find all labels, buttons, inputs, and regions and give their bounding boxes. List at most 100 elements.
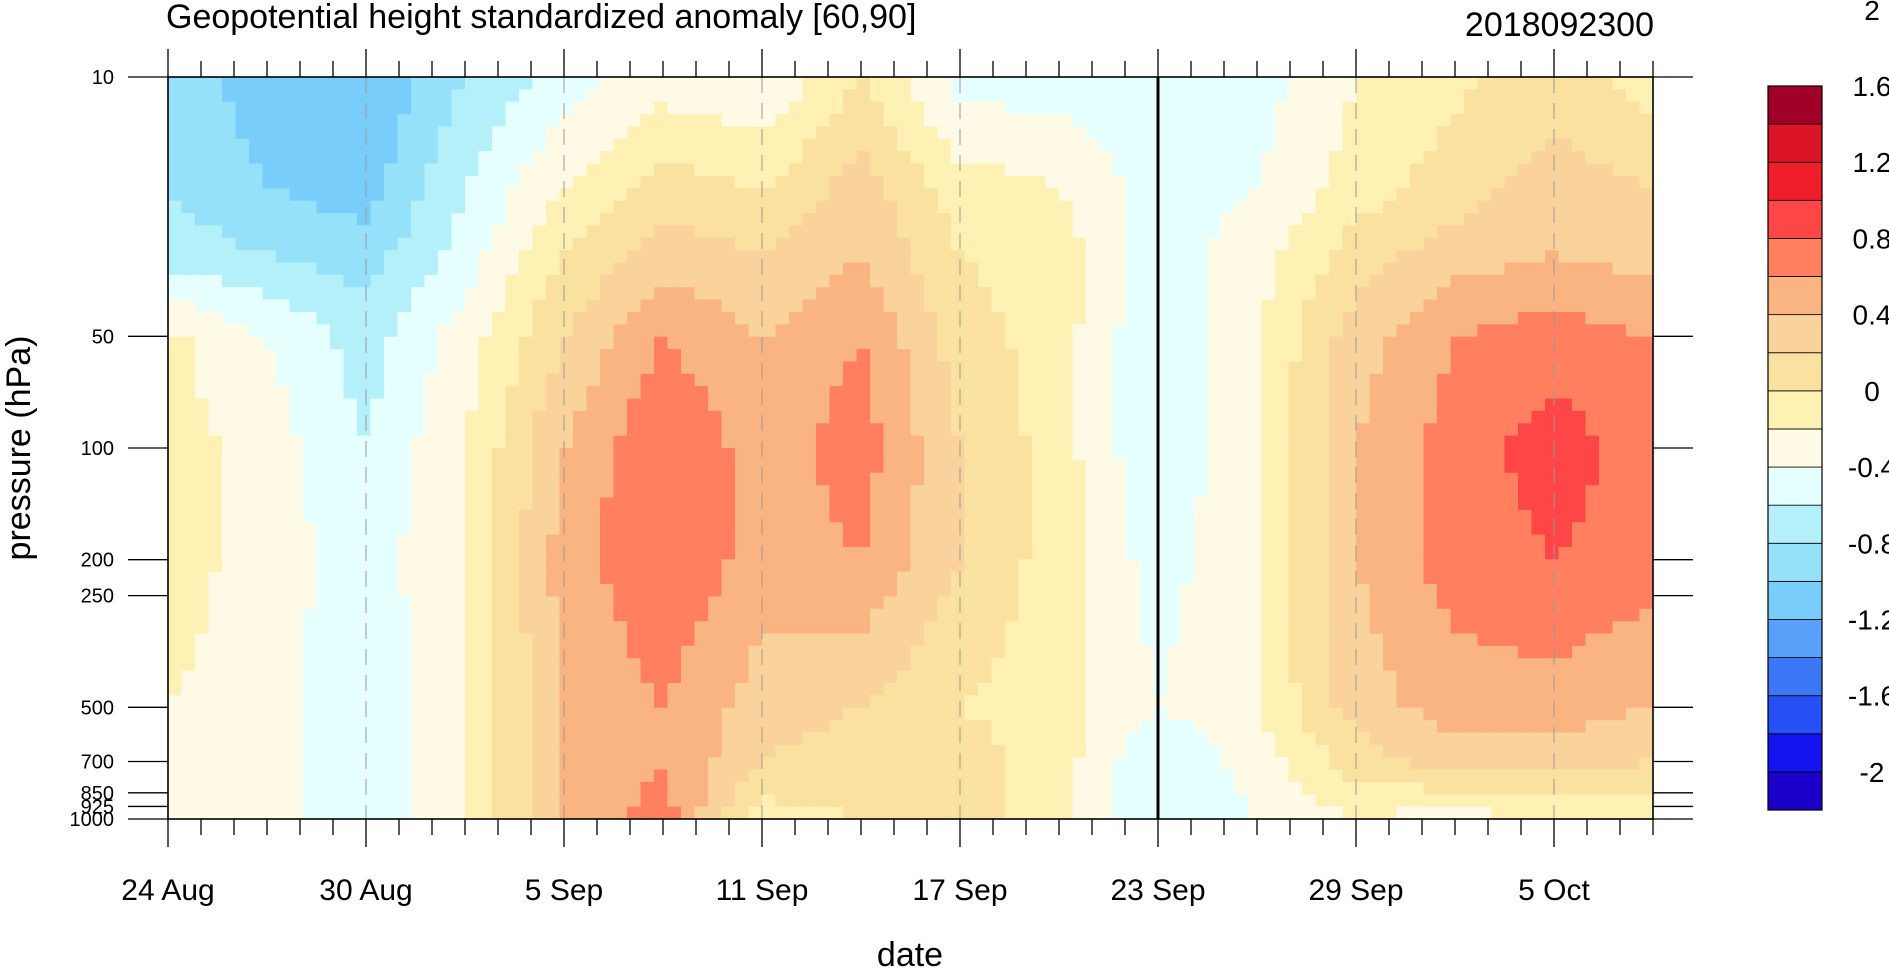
field-cell: [316, 361, 331, 375]
field-cell: [1626, 596, 1641, 610]
field-cell: [1275, 559, 1290, 573]
field-cell: [991, 472, 1006, 486]
field-cell: [411, 485, 426, 499]
field-cell: [775, 559, 790, 573]
field-cell: [951, 584, 966, 597]
field-cell: [640, 311, 655, 325]
field-cell: [762, 77, 777, 90]
field-cell: [721, 596, 736, 610]
field-cell: [640, 410, 655, 424]
field-cell: [1234, 349, 1249, 363]
field-cell: [681, 114, 696, 128]
field-cell: [762, 200, 777, 214]
field-cell: [1072, 200, 1087, 214]
field-cell: [384, 89, 399, 103]
field-cell: [978, 571, 993, 585]
field-cell: [478, 101, 493, 115]
field-cell: [681, 534, 696, 548]
field-cell: [708, 361, 723, 375]
field-cell: [208, 398, 223, 412]
field-cell: [735, 262, 750, 276]
field-cell: [1113, 460, 1128, 474]
field-cell: [559, 571, 574, 585]
field-cell: [1045, 324, 1060, 338]
field-cell: [1234, 386, 1249, 400]
field-cell: [748, 151, 763, 165]
field-cell: [1234, 250, 1249, 264]
field-cell: [951, 324, 966, 338]
field-cell: [1005, 299, 1020, 313]
field-cell: [465, 138, 480, 152]
field-cell: [208, 435, 223, 449]
field-cell: [181, 559, 196, 573]
field-cell: [735, 163, 750, 177]
field-cell: [937, 138, 952, 152]
field-cell: [937, 163, 952, 177]
field-cell: [1342, 571, 1357, 585]
field-cell: [343, 349, 358, 363]
field-cell: [370, 274, 385, 288]
field-cell: [1059, 373, 1074, 387]
field-cell: [1342, 336, 1357, 350]
field-cell: [870, 373, 885, 387]
field-cell: [775, 175, 790, 189]
field-cell: [370, 608, 385, 622]
field-cell: [775, 373, 790, 387]
field-cell: [1180, 237, 1195, 251]
field-cell: [222, 497, 237, 511]
field-cell: [1113, 448, 1128, 461]
field-cell: [1032, 287, 1047, 301]
field-cell: [1086, 373, 1101, 387]
field-cell: [505, 448, 520, 461]
field-cell: [1288, 200, 1303, 214]
field-cell: [1369, 324, 1384, 338]
field-cell: [249, 349, 264, 363]
field-cell: [357, 522, 372, 536]
field-cell: [492, 546, 507, 560]
field-cell: [1288, 448, 1303, 461]
field-cell: [1504, 485, 1519, 499]
field-cell: [424, 250, 439, 264]
field-cell: [424, 460, 439, 474]
field-cell: [1599, 608, 1614, 622]
field-cell: [964, 287, 979, 301]
field-cell: [775, 621, 790, 635]
field-cell: [411, 175, 426, 189]
field-cell: [1464, 472, 1479, 486]
field-cell: [1248, 163, 1263, 177]
field-cell: [613, 472, 628, 486]
field-cell: [559, 472, 574, 486]
field-cell: [249, 485, 264, 499]
field-cell: [1045, 349, 1060, 363]
field-cell: [1491, 225, 1506, 239]
field-cell: [1207, 596, 1222, 610]
field-cell: [1477, 262, 1492, 276]
field-cell: [262, 89, 277, 103]
field-cell: [1126, 423, 1141, 437]
field-cell: [1531, 410, 1546, 424]
field-cell: [1450, 460, 1465, 474]
field-cell: [289, 633, 304, 647]
field-cell: [1585, 546, 1600, 560]
field-cell: [586, 509, 601, 523]
field-cell: [1194, 250, 1209, 264]
field-cell: [1302, 509, 1317, 523]
field-cell: [910, 571, 925, 585]
field-cell: [1086, 138, 1101, 152]
field-cell: [1585, 435, 1600, 449]
field-cell: [573, 485, 588, 499]
field-cell: [1329, 509, 1344, 523]
field-cell: [1126, 175, 1141, 189]
field-cell: [532, 349, 547, 363]
field-cell: [735, 213, 750, 226]
field-cell: [1248, 398, 1263, 412]
field-cell: [721, 373, 736, 387]
field-cell: [235, 336, 250, 350]
field-cell: [1477, 373, 1492, 387]
field-cell: [546, 485, 561, 499]
field-cell: [1113, 138, 1128, 152]
field-cell: [316, 299, 331, 313]
field-cell: [843, 497, 858, 511]
field-cell: [613, 336, 628, 350]
field-cell: [316, 423, 331, 437]
